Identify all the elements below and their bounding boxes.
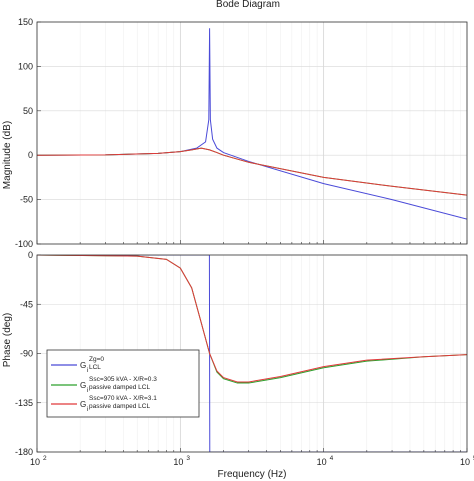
phase-y-tick-label: -135 <box>15 398 33 408</box>
legend-box <box>46 349 200 418</box>
phase-y-tick-label: -90 <box>20 349 33 359</box>
x-tick-label: 10 <box>30 457 40 467</box>
legend-entry-1: G i Zg=0 LCL <box>51 356 104 374</box>
mag-y-tick-label: 50 <box>23 106 33 116</box>
legend-sup-2: Ssc=305 kVA - X/R=0.3 <box>89 376 157 383</box>
phase-axes-frame <box>36 254 468 453</box>
legend-g-2: G <box>80 381 86 390</box>
chart-title: Bode Diagram <box>216 0 280 10</box>
x-tick-label: 10 <box>317 457 327 467</box>
phase-ylabel: Phase (deg) <box>2 313 13 367</box>
legend-entry-2: G i Ssc=305 kVA - X/R=0.3 passive damped… <box>51 376 157 394</box>
x-tick-label: 10 <box>173 457 183 467</box>
phase-y-tick-label: -45 <box>20 299 33 309</box>
mag-y-tick-label: -100 <box>15 239 33 249</box>
magnitude-ylabel: Magnitude (dB) <box>2 121 13 189</box>
x-tick-label: 10 <box>460 457 470 467</box>
x-tick-exponent: 4 <box>330 455 334 462</box>
legend-g-3: G <box>80 400 86 409</box>
mag-series-line-3 <box>37 147 467 196</box>
mag-y-tick-label: 150 <box>18 17 33 27</box>
legend-line2-1: LCL <box>89 364 101 371</box>
legend-entry-3: G i Ssc=970 kVA - X/R=3.1 passive damped… <box>51 395 157 413</box>
legend-sup-3: Ssc=970 kVA - X/R=3.1 <box>89 395 157 402</box>
mag-series-group <box>37 28 467 220</box>
phase-y-tick-label: 0 <box>28 250 33 260</box>
legend-g-1: G <box>80 361 86 370</box>
frequency-xlabel: Frequency (Hz) <box>218 469 287 480</box>
legend-sub-3: i <box>87 406 88 413</box>
x-tick-exponent: 3 <box>186 455 190 462</box>
phase-series-line-3 <box>37 255 467 383</box>
mag-plot-area <box>37 22 467 244</box>
mag-y-tick-label: 0 <box>28 150 33 160</box>
phase-y-tick-label: -180 <box>15 447 33 457</box>
legend-sub-1: i <box>87 367 88 374</box>
legend-line2-2: passive damped LCL <box>89 384 150 391</box>
magnitude-panel: -100 -50 0 50 100 150 <box>15 17 468 249</box>
x-tick-exponent: 2 <box>43 455 47 462</box>
legend-sup-1: Zg=0 <box>89 356 104 363</box>
phase-series-group <box>37 255 467 452</box>
legend-line2-3: passive damped LCL <box>89 403 150 410</box>
legend: G i Zg=0 LCL G i Ssc=305 kVA - X/R=0.3 p… <box>46 349 200 418</box>
mag-y-tick-label: -50 <box>20 195 33 205</box>
legend-sub-2: i <box>87 387 88 394</box>
mag-axes-frame <box>36 21 468 245</box>
mag-y-tick-label: 100 <box>18 61 33 71</box>
